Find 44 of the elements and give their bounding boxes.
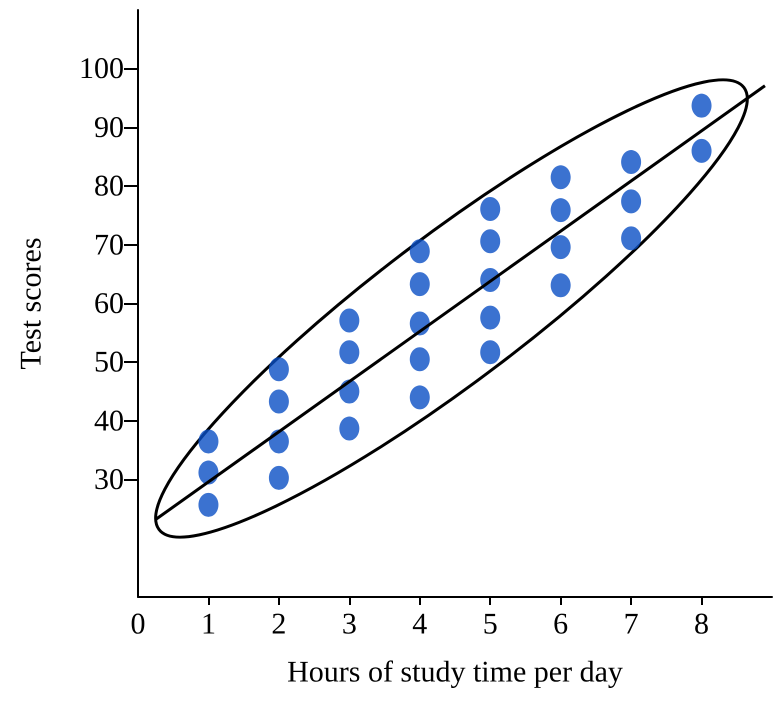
point [550, 273, 571, 298]
x-axis-title: Hours of study time per day [287, 656, 623, 688]
y-tick-label: 80 [94, 170, 124, 203]
point [621, 150, 642, 174]
x-tick-label: 2 [271, 608, 286, 640]
x-tick-label: 8 [694, 608, 710, 640]
point [480, 229, 500, 254]
point [410, 385, 430, 410]
x-tick-label: 6 [553, 608, 568, 640]
point [268, 390, 289, 414]
x-tick-label: 4 [412, 608, 428, 640]
point [410, 239, 430, 264]
point [621, 226, 642, 250]
point [550, 198, 571, 222]
x-tick-label: 3 [342, 608, 357, 640]
point [692, 94, 712, 118]
point [268, 357, 289, 382]
point [410, 272, 430, 296]
y-tick-label: 60 [94, 287, 124, 320]
x-tick-label: 7 [624, 608, 639, 640]
point [339, 340, 360, 364]
point [550, 235, 571, 260]
point [339, 308, 360, 333]
y-tick-label: 100 [79, 52, 124, 86]
point [410, 347, 430, 372]
point [480, 340, 500, 364]
point [480, 306, 500, 330]
y-tick-label: 70 [94, 228, 124, 262]
point [480, 197, 500, 221]
point [692, 138, 712, 163]
point [198, 429, 218, 454]
y-tick-label: 90 [94, 110, 124, 144]
y-tick-label: 30 [94, 463, 124, 496]
point [268, 466, 289, 490]
y-tick-label: 40 [94, 404, 124, 438]
y-axis-title: Test scores [14, 237, 48, 370]
point [339, 416, 360, 441]
point [550, 165, 571, 190]
x-tick-label: 1 [200, 608, 216, 640]
point [198, 492, 218, 517]
x-tick-label: 5 [482, 608, 498, 640]
point [621, 189, 642, 214]
y-tick-label: 50 [94, 346, 124, 379]
x-tick-label: 0 [130, 608, 146, 640]
